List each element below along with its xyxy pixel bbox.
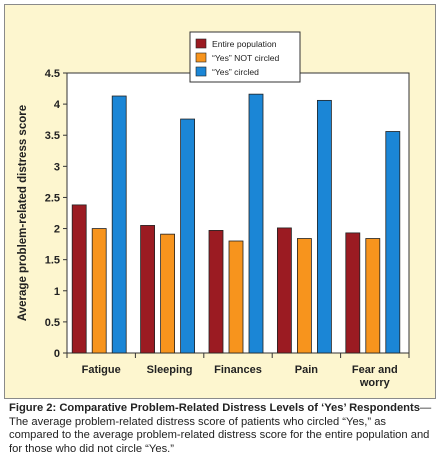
chart-panel: 0 0.5 1 1.5 2 2.5 3 3.5 4 4.5 Average problem-rela… xyxy=(4,4,436,399)
bar-entire-population xyxy=(276,227,292,354)
bar-yes-circled xyxy=(111,95,127,354)
x-tick-label: Finances xyxy=(214,364,262,376)
y-tick-label: 0 xyxy=(54,348,60,360)
x-tick-label: worry xyxy=(359,377,391,389)
x-tick-label: Sleeping xyxy=(147,364,193,376)
bar-yes-circled xyxy=(316,99,332,354)
legend-label: Entire population xyxy=(212,39,277,49)
caption-title: Figure 2: Comparative Problem-Related Di… xyxy=(9,402,420,414)
bar-yes-circled xyxy=(248,93,264,354)
legend-label: “Yes” circled xyxy=(212,67,259,77)
bar-yes-circled xyxy=(180,118,196,354)
bar-chart: 0 0.5 1 1.5 2 2.5 3 3.5 4 4.5 Average problem-rela… xyxy=(17,31,410,389)
y-axis-title: Average problem-related distress score xyxy=(17,105,29,321)
x-tick-label: Pain xyxy=(295,364,319,376)
legend-swatch xyxy=(195,66,207,77)
figure-caption: Figure 2: Comparative Problem-Related Di… xyxy=(9,402,433,456)
bar-yes-not-circled xyxy=(296,238,312,354)
bar-yes-circled xyxy=(385,131,401,354)
y-tick-label: 1 xyxy=(54,286,60,298)
y-tick-label: 4.5 xyxy=(45,68,60,80)
x-tick-label: Fatigue xyxy=(82,364,121,376)
legend-swatch xyxy=(195,52,207,63)
bar-entire-population xyxy=(140,225,156,354)
bar-entire-population xyxy=(71,204,87,354)
bar-yes-not-circled xyxy=(160,233,176,354)
y-tick-label: 3.5 xyxy=(45,130,60,142)
bar-yes-not-circled xyxy=(365,238,381,354)
y-tick-label: 2.5 xyxy=(45,192,60,204)
legend-label: “Yes” NOT circled xyxy=(212,53,280,63)
caption-dash: — xyxy=(419,402,432,414)
bar-yes-not-circled xyxy=(91,228,107,354)
y-tick-label: 1.5 xyxy=(45,255,60,267)
y-tick-label: 4 xyxy=(54,99,61,111)
bar-yes-not-circled xyxy=(228,240,244,354)
y-tick-label: 2 xyxy=(54,224,60,236)
legend-swatch xyxy=(195,38,207,49)
legend xyxy=(189,31,301,83)
caption-text: The average problem-related distress sco… xyxy=(9,415,430,455)
x-tick-label: Fear and xyxy=(352,364,398,376)
bar-entire-population xyxy=(208,230,224,354)
y-tick-label: 3 xyxy=(54,161,60,173)
y-tick-label: 0.5 xyxy=(45,317,60,329)
bar-entire-population xyxy=(345,232,361,354)
